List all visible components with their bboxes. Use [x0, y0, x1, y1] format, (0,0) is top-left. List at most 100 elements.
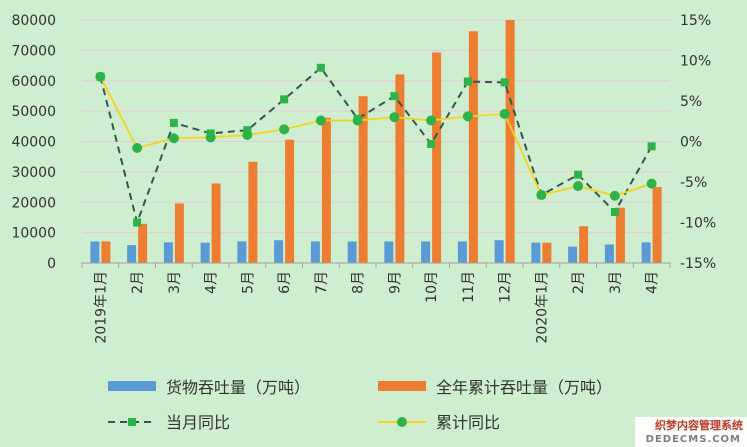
- monthly-yoy-marker: [427, 139, 436, 148]
- x-axis-category-label: 2019年1月: [93, 271, 109, 344]
- legend-swatch: [378, 381, 426, 391]
- cumulative-yoy-marker: [352, 115, 363, 126]
- monthly-yoy-marker: [133, 218, 142, 227]
- cumulative-throughput-bar: [505, 20, 515, 263]
- cumulative-throughput-bar: [579, 226, 589, 263]
- right-axis-tick-label: -10%: [680, 216, 716, 232]
- cumulative-yoy-marker: [132, 142, 143, 153]
- monthly-yoy-marker: [316, 63, 325, 72]
- monthly-yoy-marker: [647, 142, 656, 151]
- x-axis-category-label: 12月: [498, 271, 514, 303]
- cumulative-yoy-marker: [426, 115, 437, 126]
- left-axis-tick-label: 30000: [11, 165, 56, 181]
- cumulative-throughput-bar: [358, 96, 368, 264]
- watermark-domain: DEDECMS.COM: [645, 434, 741, 445]
- monthly-throughput-bar: [531, 242, 541, 263]
- cumulative-throughput-bar: [138, 223, 148, 263]
- x-axis-category-label: 11月: [461, 271, 477, 303]
- x-axis-category-label: 2020年1月: [534, 271, 550, 344]
- x-axis-category-label: 5月: [240, 271, 256, 294]
- monthly-throughput-bar: [347, 241, 357, 263]
- x-axis-category-label: 10月: [424, 271, 440, 303]
- cumulative-throughput-bar: [468, 31, 478, 263]
- cumulative-throughput-bar: [174, 203, 184, 263]
- right-axis-tick-label: -5%: [680, 175, 707, 191]
- x-axis-category-label: 2月: [130, 271, 146, 294]
- right-axis-tick-label: 10%: [680, 54, 711, 70]
- monthly-throughput-bar: [457, 241, 467, 263]
- monthly-yoy-line: [99, 66, 653, 226]
- monthly-throughput-bar: [421, 241, 431, 263]
- cumulative-yoy-marker: [242, 130, 253, 141]
- cumulative-throughput-bar: [395, 74, 405, 263]
- legend-label: 累计同比: [436, 413, 500, 432]
- watermark-title: 织梦内容管理系统: [655, 419, 743, 432]
- cumulative-yoy-marker: [95, 71, 106, 82]
- cumulative-yoy-marker: [168, 133, 179, 144]
- legend-label: 全年累计吞吐量（万吨）: [436, 378, 612, 397]
- left-axis-tick-label: 20000: [11, 195, 56, 211]
- monthly-yoy-marker: [574, 170, 583, 179]
- left-axis-tick-label: 40000: [11, 135, 56, 151]
- monthly-throughput-bar: [568, 246, 578, 263]
- bars: [90, 20, 662, 264]
- cumulative-throughput-bar: [248, 161, 258, 263]
- left-axis-tick-label: 50000: [11, 104, 56, 120]
- cumulative-yoy-marker: [646, 178, 657, 189]
- right-axis-tick-label: -15%: [680, 256, 716, 272]
- x-axis-category-label: 8月: [351, 271, 367, 294]
- monthly-throughput-bar: [200, 242, 210, 263]
- monthly-throughput-bar: [604, 244, 614, 263]
- left-axis-tick-label: 0: [47, 256, 56, 272]
- monthly-yoy-marker: [390, 92, 399, 101]
- cumulative-yoy-marker: [279, 124, 290, 135]
- legend: 货物吞吐量（万吨） 全年累计吞吐量（万吨） 当月同比 累计同比: [108, 378, 612, 432]
- cumulative-throughput-bar: [321, 117, 331, 264]
- right-axis-tick-label: 5%: [680, 94, 702, 110]
- cumulative-throughput-bar: [211, 183, 221, 263]
- legend-label: 货物吞吐量（万吨）: [166, 378, 310, 397]
- left-axis-tick-label: 70000: [11, 43, 56, 59]
- legend-label: 当月同比: [166, 413, 230, 432]
- cumulative-throughput-bar: [615, 207, 625, 263]
- cumulative-throughput-bar: [101, 241, 111, 263]
- cumulative-yoy-marker: [573, 181, 584, 192]
- monthly-throughput-bar: [163, 242, 173, 263]
- x-axis-category-label: 2月: [571, 271, 587, 294]
- monthly-throughput-bar: [384, 241, 394, 263]
- cumulative-throughput-bar: [432, 52, 442, 263]
- monthly-yoy-marker: [280, 95, 289, 104]
- cumulative-yoy-marker: [389, 112, 400, 123]
- monthly-throughput-bar: [641, 242, 651, 263]
- legend-marker: [128, 418, 136, 426]
- left-axis-tick-label: 80000: [11, 13, 56, 29]
- monthly-throughput-bar: [90, 241, 100, 263]
- cumulative-yoy-line: [99, 76, 652, 197]
- legend-marker: [397, 417, 407, 427]
- legend-swatch: [108, 381, 156, 391]
- cumulative-yoy-marker: [205, 132, 216, 143]
- monthly-throughput-bar: [237, 241, 247, 263]
- watermark-background: [635, 417, 747, 447]
- left-axis-tick-label: 10000: [11, 226, 56, 242]
- cumulative-yoy-marker: [536, 189, 547, 200]
- x-axis-category-label: 7月: [314, 271, 330, 294]
- x-axis-category-label: 6月: [277, 271, 293, 294]
- x-axis-category-label: 4月: [204, 271, 220, 294]
- cumulative-yoy-marker: [609, 190, 620, 201]
- x-axis-category-label: 9月: [387, 271, 403, 294]
- monthly-throughput-bar: [494, 240, 504, 263]
- cumulative-throughput-bar: [542, 242, 552, 263]
- monthly-throughput-bar: [310, 241, 320, 263]
- x-axis-category-label: 4月: [645, 271, 661, 294]
- grid: [82, 19, 670, 234]
- x-axis-category-label: 3月: [167, 271, 183, 294]
- x-axis-category-label: 3月: [608, 271, 624, 294]
- monthly-yoy-marker: [169, 118, 178, 127]
- axes: 0 10000 20000 30000 40000 50000 60000 70000 8000…: [11, 13, 716, 344]
- lines: [95, 63, 657, 227]
- monthly-yoy-marker: [500, 78, 509, 87]
- left-axis-tick-label: 60000: [11, 74, 56, 90]
- cumulative-throughput-bar: [652, 187, 662, 263]
- right-axis-tick-label: 0%: [680, 135, 702, 151]
